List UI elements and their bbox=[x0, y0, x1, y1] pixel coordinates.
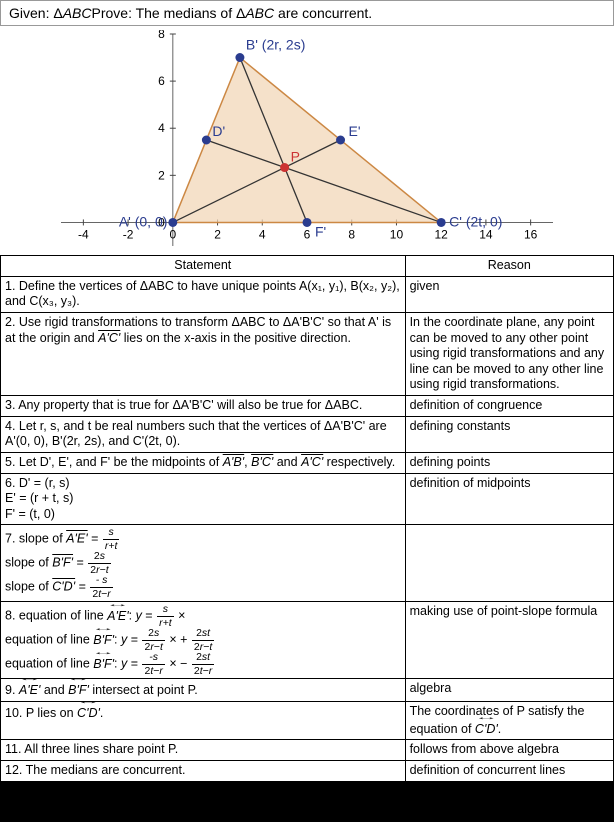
svg-text:A' (0, 0): A' (0, 0) bbox=[119, 213, 168, 229]
statement-cell: 8. equation of line A'E': y = sr+t ×equa… bbox=[1, 602, 406, 679]
reason-cell: making use of point-slope formula bbox=[405, 602, 613, 679]
svg-text:6: 6 bbox=[304, 227, 311, 241]
reason-cell: The coordinates of P satisfy the equatio… bbox=[405, 702, 613, 740]
svg-text:4: 4 bbox=[158, 121, 165, 135]
statement-cell: 7. slope of A'E' = sr+tslope of B'F' = 2… bbox=[1, 525, 406, 602]
statement-cell: 3. Any property that is true for ΔA'B'C'… bbox=[1, 396, 406, 417]
table-row: 11. All three lines share point P.follow… bbox=[1, 740, 614, 761]
reason-cell: given bbox=[405, 276, 613, 312]
svg-text:10: 10 bbox=[390, 227, 404, 241]
statement-cell: 9. A'E' and B'F' intersect at point P. bbox=[1, 679, 406, 702]
svg-text:14: 14 bbox=[479, 227, 493, 241]
reason-cell: defining points bbox=[405, 452, 613, 473]
svg-text:B' (2r, 2s): B' (2r, 2s) bbox=[246, 37, 305, 53]
statement-cell: 6. D' = (r, s)E' = (r + t, s)F' = (t, 0) bbox=[1, 473, 406, 525]
table-row: 1. Define the vertices of ΔABC to have u… bbox=[1, 276, 614, 312]
triangle-graph: -4-2024681012141602468A' (0, 0)B' (2r, 2… bbox=[57, 30, 557, 250]
graph-panel: -4-2024681012141602468A' (0, 0)B' (2r, 2… bbox=[0, 26, 614, 255]
reason-cell: definition of concurrent lines bbox=[405, 760, 613, 781]
table-row: 12. The medians are concurrent.definitio… bbox=[1, 760, 614, 781]
table-row: 3. Any property that is true for ΔA'B'C'… bbox=[1, 396, 614, 417]
svg-text:12: 12 bbox=[435, 227, 449, 241]
statement-cell: 5. Let D', E', and F' be the midpoints o… bbox=[1, 452, 406, 473]
header-statement: Statement bbox=[1, 256, 406, 277]
svg-text:P: P bbox=[291, 149, 300, 165]
svg-text:E': E' bbox=[349, 123, 361, 139]
svg-text:C' (2t, 0): C' (2t, 0) bbox=[449, 213, 502, 229]
table-row: 2. Use rigid transformations to transfor… bbox=[1, 312, 614, 395]
reason-cell: In the coordinate plane, any point can b… bbox=[405, 312, 613, 395]
table-row: 5. Let D', E', and F' be the midpoints o… bbox=[1, 452, 614, 473]
given-suffix: are concurrent. bbox=[274, 5, 372, 21]
svg-text:0: 0 bbox=[169, 227, 176, 241]
statement-cell: 2. Use rigid transformations to transfor… bbox=[1, 312, 406, 395]
svg-text:F': F' bbox=[315, 223, 326, 239]
statement-cell: 4. Let r, s, and t be real numbers such … bbox=[1, 416, 406, 452]
svg-text:4: 4 bbox=[259, 227, 266, 241]
svg-text:6: 6 bbox=[158, 74, 165, 88]
svg-text:16: 16 bbox=[524, 227, 538, 241]
header-reason: Reason bbox=[405, 256, 613, 277]
reason-cell: defining constants bbox=[405, 416, 613, 452]
reason-cell: definition of midpoints bbox=[405, 473, 613, 525]
reason-cell: algebra bbox=[405, 679, 613, 702]
table-row: 6. D' = (r, s)E' = (r + t, s)F' = (t, 0)… bbox=[1, 473, 614, 525]
given-abc: ABC bbox=[63, 5, 92, 21]
table-row: 4. Let r, s, and t be real numbers such … bbox=[1, 416, 614, 452]
reason-cell: follows from above algebra bbox=[405, 740, 613, 761]
svg-text:8: 8 bbox=[158, 30, 165, 41]
statement-cell: 11. All three lines share point P. bbox=[1, 740, 406, 761]
table-row: 7. slope of A'E' = sr+tslope of B'F' = 2… bbox=[1, 525, 614, 602]
svg-text:D': D' bbox=[212, 123, 225, 139]
table-row: 10. P lies on C'D'.The coordinates of P … bbox=[1, 702, 614, 740]
reason-cell: definition of congruence bbox=[405, 396, 613, 417]
given-mid: Prove: The medians of Δ bbox=[92, 5, 246, 21]
statement-cell: 10. P lies on C'D'. bbox=[1, 702, 406, 740]
svg-text:-2: -2 bbox=[123, 227, 134, 241]
given-prefix: Given: Δ bbox=[9, 5, 63, 21]
table-row: 8. equation of line A'E': y = sr+t ×equa… bbox=[1, 602, 614, 679]
problem-header: Given: ΔABCProve: The medians of ΔABC ar… bbox=[0, 0, 614, 26]
statement-cell: 1. Define the vertices of ΔABC to have u… bbox=[1, 276, 406, 312]
svg-text:8: 8 bbox=[348, 227, 355, 241]
svg-text:-4: -4 bbox=[78, 227, 89, 241]
statement-cell: 12. The medians are concurrent. bbox=[1, 760, 406, 781]
svg-text:2: 2 bbox=[214, 227, 221, 241]
svg-text:2: 2 bbox=[158, 168, 165, 182]
given-abc2: ABC bbox=[245, 5, 274, 21]
reason-cell bbox=[405, 525, 613, 602]
proof-table: Statement Reason 1. Define the vertices … bbox=[0, 255, 614, 782]
table-header-row: Statement Reason bbox=[1, 256, 614, 277]
